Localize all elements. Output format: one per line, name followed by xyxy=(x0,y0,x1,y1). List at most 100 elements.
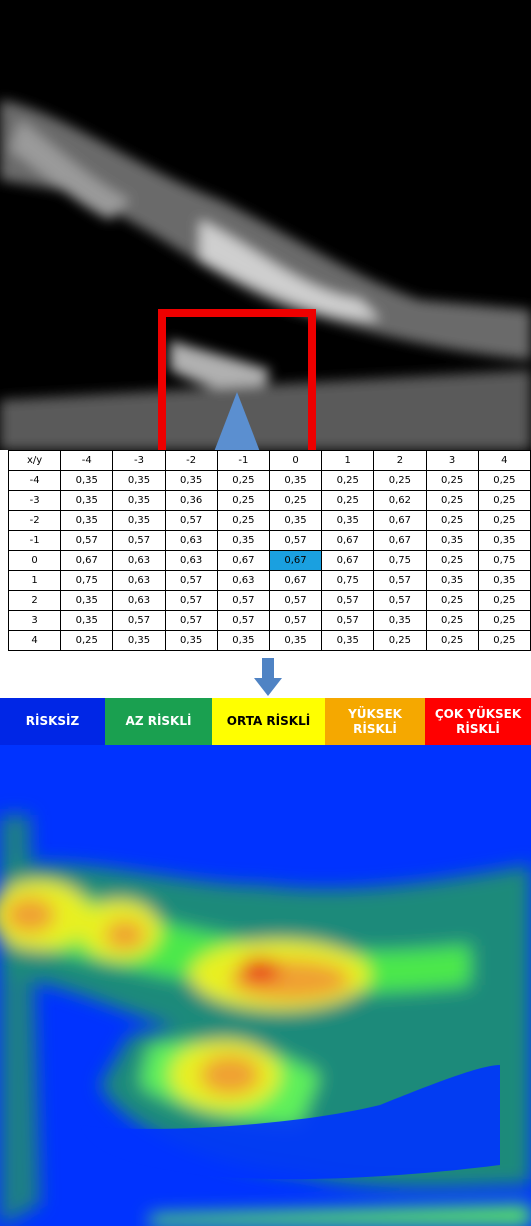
cell: 0,25 xyxy=(322,471,374,491)
header-cell: -2 xyxy=(165,451,217,471)
cell: 0,25 xyxy=(426,471,478,491)
cell: 0,67 xyxy=(269,571,321,591)
header-cell: x/y xyxy=(9,451,61,471)
legend-item: AZ RİSKLİ xyxy=(105,698,212,745)
cell: 0,35 xyxy=(269,631,321,651)
figure: x/y-4-3-2-101234-40,350,350,350,250,350,… xyxy=(0,0,531,1226)
cell: 0,75 xyxy=(374,551,426,571)
cell: 0,57 xyxy=(61,531,113,551)
down-arrow xyxy=(0,658,531,698)
cell: 0,25 xyxy=(269,491,321,511)
cell: 0,35 xyxy=(426,531,478,551)
cell: 0,57 xyxy=(217,611,269,631)
cell: 0,25 xyxy=(478,611,530,631)
cell: 0,63 xyxy=(113,571,165,591)
cell: 0,25 xyxy=(322,491,374,511)
cell: 0,75 xyxy=(322,571,374,591)
cell: 0,63 xyxy=(165,531,217,551)
cell: 0,63 xyxy=(113,551,165,571)
header-cell: 1 xyxy=(322,451,374,471)
cell: 0,35 xyxy=(113,491,165,511)
cell: 0,25 xyxy=(478,491,530,511)
cell: 0,25 xyxy=(426,631,478,651)
cell: 0,25 xyxy=(478,471,530,491)
cell: 0,57 xyxy=(165,611,217,631)
cell: 0,35 xyxy=(61,591,113,611)
header-cell: 3 xyxy=(426,451,478,471)
row-label: -1 xyxy=(9,531,61,551)
cell: 0,25 xyxy=(426,591,478,611)
cell: 0,57 xyxy=(165,591,217,611)
cell: 0,35 xyxy=(478,571,530,591)
header-cell: -1 xyxy=(217,451,269,471)
cell: 0,35 xyxy=(217,531,269,551)
row-label: 3 xyxy=(9,611,61,631)
cell: 0,35 xyxy=(61,611,113,631)
cell: 0,25 xyxy=(426,611,478,631)
cell: 0,67 xyxy=(322,531,374,551)
cell: 0,57 xyxy=(113,531,165,551)
row-label: -4 xyxy=(9,471,61,491)
legend-item: ORTA RİSKLİ xyxy=(212,698,325,745)
row-label: -3 xyxy=(9,491,61,511)
cell: 0,25 xyxy=(374,471,426,491)
cell: 0,63 xyxy=(113,591,165,611)
cell: 0,35 xyxy=(322,631,374,651)
header-cell: -4 xyxy=(61,451,113,471)
cell: 0,36 xyxy=(165,491,217,511)
cell: 0,35 xyxy=(61,511,113,531)
cell: 0,35 xyxy=(61,471,113,491)
cell: 0,25 xyxy=(217,511,269,531)
cell: 0,35 xyxy=(269,471,321,491)
cell: 0,25 xyxy=(217,491,269,511)
cell: 0,35 xyxy=(113,511,165,531)
cell: 0,35 xyxy=(113,471,165,491)
header-cell: 2 xyxy=(374,451,426,471)
cell: 0,57 xyxy=(113,611,165,631)
cell: 0,57 xyxy=(217,591,269,611)
cell: 0,57 xyxy=(269,611,321,631)
cell: 0,57 xyxy=(374,571,426,591)
cell: 0,75 xyxy=(61,571,113,591)
cell: 0,57 xyxy=(269,531,321,551)
risk-heatmap xyxy=(0,745,531,1226)
cell: 0,75 xyxy=(478,551,530,571)
cell: 0,35 xyxy=(322,511,374,531)
cell: 0,35 xyxy=(426,571,478,591)
row-label: 2 xyxy=(9,591,61,611)
cell: 0,25 xyxy=(374,631,426,651)
cell: 0,25 xyxy=(426,551,478,571)
legend-item: RİSKSİZ xyxy=(0,698,105,745)
header-cell: -3 xyxy=(113,451,165,471)
cell: 0,35 xyxy=(61,491,113,511)
cell: 0,63 xyxy=(165,551,217,571)
legend-item: ÇOK YÜKSEK RİSKLİ xyxy=(425,698,531,745)
cell: 0,63 xyxy=(217,571,269,591)
cell: 0,35 xyxy=(478,531,530,551)
cell: 0,25 xyxy=(61,631,113,651)
cell: 0,67 xyxy=(61,551,113,571)
legend-item: YÜKSEK RİSKLİ xyxy=(325,698,425,745)
cell: 0,25 xyxy=(478,511,530,531)
cell: 0,25 xyxy=(478,631,530,651)
cell: 0,57 xyxy=(322,611,374,631)
header-cell: 0 xyxy=(269,451,321,471)
row-label: 1 xyxy=(9,571,61,591)
cell: 0,35 xyxy=(165,471,217,491)
cell: 0,25 xyxy=(217,471,269,491)
cell: 0,25 xyxy=(426,491,478,511)
row-label: 4 xyxy=(9,631,61,651)
cell: 0,35 xyxy=(374,611,426,631)
cell: 0,57 xyxy=(374,591,426,611)
